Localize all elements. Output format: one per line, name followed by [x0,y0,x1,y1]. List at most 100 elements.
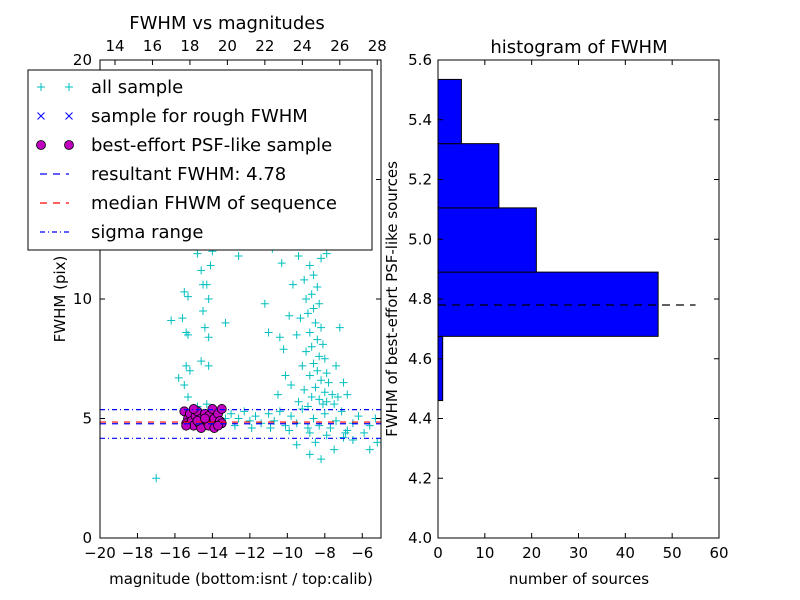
all-sample-point [330,400,339,409]
all-sample-point [307,290,316,299]
all-sample-point [294,251,303,260]
all-sample-point [365,445,374,454]
x-tick-label: 10 [475,544,494,562]
all-sample-point [302,295,311,303]
all-sample-point [292,330,301,339]
all-sample-point [193,249,202,258]
x-marker-icon [37,112,45,120]
psf-like-point [216,404,227,414]
all-sample-point [317,323,326,332]
all-sample-point [326,424,335,433]
all-sample-point [373,438,382,447]
y-tick-label: 5 [82,410,92,428]
all-sample-point [266,424,275,433]
all-sample-point [200,323,209,332]
all-sample-point [322,369,331,378]
all-sample-point [305,371,314,380]
psf-like-point [188,404,199,414]
histogram-ylabel: FWHM of best-effort PSF-like sources [383,161,401,437]
top-x-tick-label: 28 [368,37,387,55]
top-x-tick-label: 22 [255,37,274,55]
all-sample-point [318,400,327,409]
legend-label: sample for rough FWHM [91,106,308,127]
scatter-title: FWHM vs magnitudes [129,13,324,34]
top-x-tick-label: 20 [218,37,237,55]
all-sample-point [330,445,339,454]
all-sample-point [174,373,183,382]
all-sample-point [360,428,369,437]
all-sample-point [298,361,307,370]
all-sample-point [348,436,357,445]
all-sample-point [328,390,337,399]
all-sample-point [287,412,296,421]
all-sample-point [178,314,187,323]
all-sample-point [202,280,211,289]
all-sample-point [204,333,213,342]
all-sample-point [333,392,342,401]
all-sample-point [320,354,329,363]
y-tick-label: 0 [82,529,92,547]
y-tick-label: 5.6 [408,51,432,69]
all-sample-point [197,357,206,366]
histogram-bar [437,271,659,337]
all-sample-point [227,409,236,418]
all-sample-point [288,280,297,289]
all-sample-point [320,388,329,397]
all-sample-point [354,412,363,421]
all-sample-point [322,431,331,440]
all-sample-point [313,283,322,292]
all-sample-point [234,251,243,260]
all-sample-point [320,409,329,418]
circle-marker-icon [64,140,74,150]
all-sample-point [184,292,193,301]
all-sample-point [294,397,303,406]
all-sample-point [311,438,320,447]
all-sample-point [204,361,213,370]
all-sample-point [302,347,311,356]
legend-label: median FHWM of sequence [91,193,337,214]
all-sample-point [273,390,282,399]
all-sample-point [247,424,256,433]
y-tick-label: 5.0 [408,230,432,248]
x-marker-icon [65,112,73,120]
all-sample-point [303,424,312,433]
all-sample-point [206,261,215,270]
all-sample-point [339,433,348,442]
all-sample-point [296,314,305,323]
all-sample-point [240,407,249,416]
all-sample-point [221,318,230,327]
all-sample-point [305,261,314,270]
legend: all sample sample for rough FWHM best-effo… [27,69,373,251]
all-sample-point [202,400,211,409]
all-sample-point [275,333,284,342]
all-sample-point [185,366,194,375]
legend-label: sigma range [91,222,203,243]
x-tick-label: 40 [616,544,635,562]
legend-label: best-effort PSF-like sample [91,135,332,156]
all-sample-point [309,271,318,280]
all-sample-point [277,259,286,268]
top-x-tick-label: 26 [330,37,349,55]
histogram-xlabel: number of sources [509,570,649,588]
all-sample-point [292,440,301,449]
x-tick-label: −6 [351,544,373,562]
all-sample-point [197,266,206,275]
all-sample-point [317,254,326,263]
all-sample-point [313,335,322,344]
y-tick-label: 4.6 [408,350,432,368]
all-sample-point [251,412,260,421]
x-tick-label: 30 [569,544,588,562]
all-sample-point [337,407,346,416]
all-sample-point [184,330,193,339]
all-sample-point [315,352,324,361]
all-sample-point [322,249,331,258]
circle-marker-icon [36,140,46,150]
y-tick-label: 4.0 [408,529,432,547]
histogram-bar [437,143,500,209]
all-sample-point [317,455,326,464]
all-sample-point [180,287,189,296]
all-sample-point [182,361,191,370]
all-sample-point [279,345,288,354]
all-sample-point [180,381,189,390]
top-x-tick-label: 24 [293,37,312,55]
